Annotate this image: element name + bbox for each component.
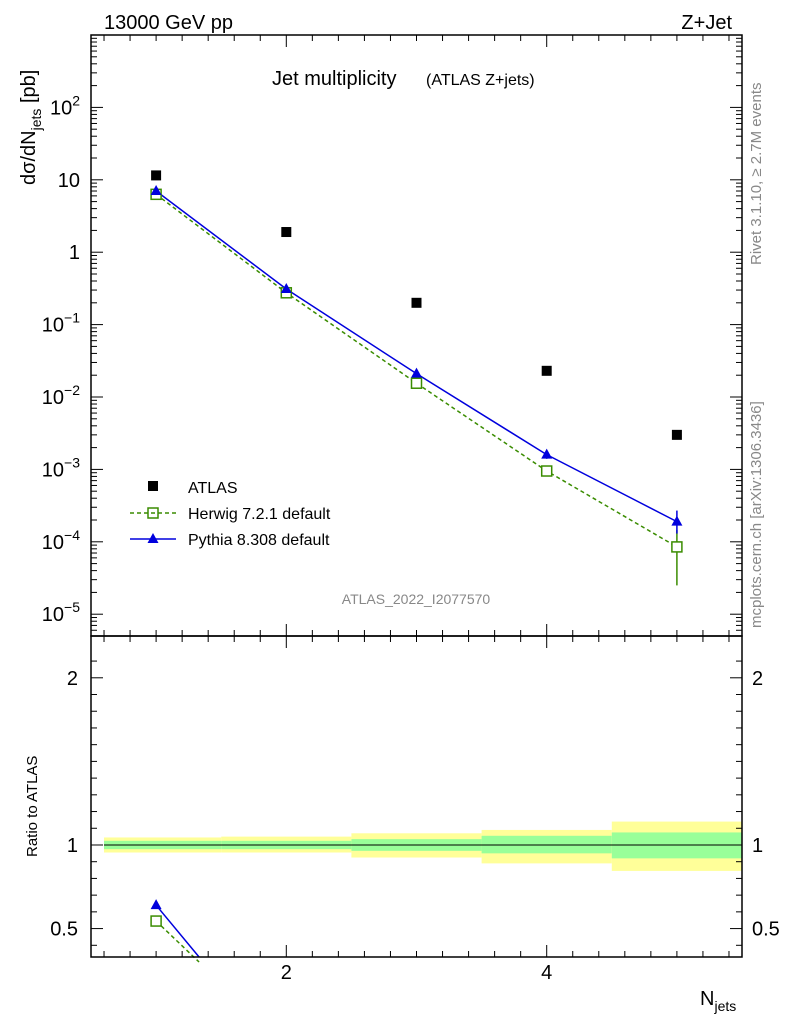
atlas-point	[541, 365, 552, 376]
y-axis-label-main-sub: jets	[28, 109, 44, 132]
legend-atlas-marker	[148, 481, 158, 491]
header-energy-label: 13000 GeV pp	[104, 12, 233, 34]
main-y-tick-label: 10	[58, 170, 80, 192]
rivet-version-label: Rivet 3.1.10, ≥ 2.7M events	[748, 83, 765, 266]
atlas-point	[671, 429, 682, 440]
herwig-point	[540, 465, 553, 477]
legend-herwig-marker	[147, 507, 159, 519]
ratio-y-tick-label-right: 0.5	[752, 919, 780, 941]
ratio-y-tick-label-left: 1	[67, 835, 78, 857]
legend-atlas-label: ATLAS	[188, 480, 238, 497]
main-y-tick-label: 10−3	[42, 454, 80, 481]
ratio-panel: 0.5 0.5 1 1 2 2 2 4	[50, 635, 780, 984]
pythia-point	[541, 448, 553, 459]
herwig-line	[155, 193, 678, 548]
ratio-panel-frame	[90, 635, 743, 958]
ratio-y-tick-label-left: 2	[67, 668, 78, 690]
ratio-y-tick-label-left: 0.5	[50, 919, 78, 941]
mcplots-label: mcplots.cern.ch [arXiv:1306.3436]	[748, 401, 765, 628]
herwig-point	[671, 541, 683, 553]
atlas-point	[411, 297, 422, 308]
y-axis-label-main-suffix: [pb]	[18, 70, 40, 109]
pythia-point	[280, 283, 292, 294]
legend-pythia-marker	[147, 533, 159, 543]
main-y-tick-label: 1	[69, 242, 80, 264]
ratio-x-tick-label: 4	[541, 962, 552, 984]
chart-subtitle: (ATLAS Z+jets)	[426, 72, 535, 89]
header-process-label: Z+Jet	[681, 12, 732, 34]
main-y-tick-label: 10−4	[42, 527, 80, 554]
ratio-herwig-line	[155, 920, 200, 963]
y-axis-label-main: dσ/dNjets [pb]	[18, 70, 44, 185]
atlas-point	[151, 170, 162, 181]
atlas-point	[281, 227, 292, 238]
y-axis-label-main-prefix: dσ/dN	[18, 130, 40, 185]
legend-pythia-label: Pythia 8.308 default	[188, 532, 330, 549]
x-axis-label: Njets	[700, 988, 736, 1014]
ratio-pythia-point	[150, 899, 162, 910]
ratio-x-tick-label: 2	[281, 962, 292, 984]
ratio-y-tick-label-right: 1	[752, 835, 763, 857]
y-axis-label-ratio: Ratio to ATLAS	[24, 756, 41, 857]
main-panel: 10−5 10−4 10−3 10−2 10−1 1 10 102 Jet multiplic…	[42, 34, 743, 637]
ratio-y-tick-label-right: 2	[752, 668, 763, 690]
main-y-tick-label: 10−1	[42, 310, 80, 337]
chart-title: Jet multiplicity	[272, 68, 396, 90]
herwig-point	[410, 377, 423, 389]
x-axis-label-sub: jets	[713, 998, 736, 1014]
x-axis-label-main: N	[700, 988, 714, 1010]
legend: ATLAS Herwig 7.2.1 default Pythia 8.308 …	[130, 480, 331, 549]
pythia-point	[411, 367, 422, 378]
main-y-tick-label: 10−2	[42, 382, 80, 409]
legend-herwig-label: Herwig 7.2.1 default	[188, 506, 331, 523]
pythia-point	[671, 515, 683, 526]
ratio-pythia-line	[155, 904, 200, 958]
ratio-herwig-point	[150, 915, 162, 927]
svg-text:dσ/dNjets [pb]: dσ/dNjets [pb]	[18, 70, 44, 185]
main-y-tick-label: 10−5	[42, 599, 80, 626]
analysis-tag: ATLAS_2022_I2077570	[342, 591, 491, 607]
pythia-point	[150, 185, 162, 196]
pythia-line	[155, 190, 678, 523]
main-y-tick-label: 102	[50, 92, 80, 119]
